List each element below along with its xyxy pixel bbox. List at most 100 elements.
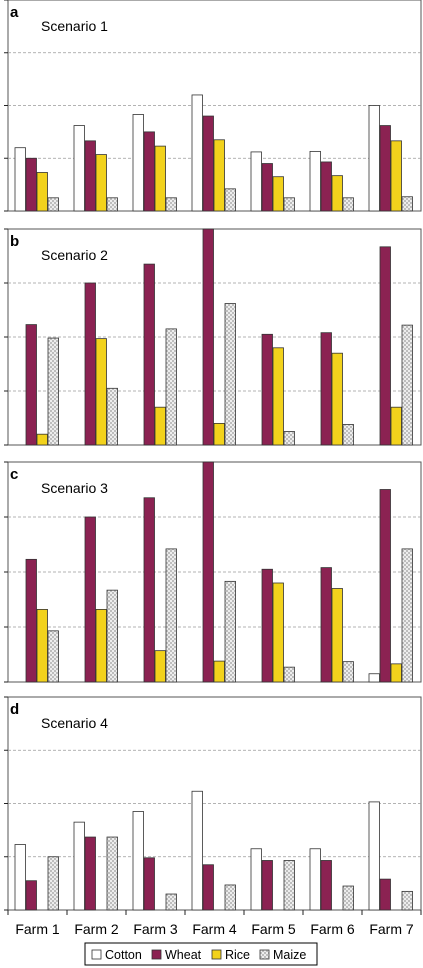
legend-swatch-wheat — [151, 949, 162, 960]
bar-cotton-4 — [191, 790, 203, 911]
bar-cotton-7 — [368, 673, 380, 683]
panel-letter: d — [10, 701, 19, 718]
bar-rice-4 — [213, 422, 225, 446]
bar-wheat-3 — [143, 131, 155, 212]
bar-maize-6 — [342, 424, 354, 446]
bar-wheat-4 — [202, 228, 214, 446]
x-tick-label: Farm 3 — [133, 921, 178, 937]
bar-rice-3 — [154, 145, 166, 212]
panel-letter: b — [10, 233, 19, 250]
bar-cotton-2 — [73, 821, 85, 911]
bar-maize-7 — [401, 324, 413, 446]
legend-swatch-maize — [259, 949, 270, 960]
bar-maize-3 — [165, 197, 177, 212]
bar-rice-7 — [390, 406, 402, 446]
bar-rice-4 — [213, 660, 225, 683]
bar-maize-5 — [283, 197, 295, 212]
bar-rice-6 — [331, 175, 343, 212]
bar-rice-5 — [272, 176, 284, 212]
bar-wheat-3 — [143, 263, 155, 446]
legend-label-wheat: Wheat — [165, 948, 202, 962]
bar-maize-5 — [283, 860, 295, 911]
bar-rice-1 — [36, 433, 48, 446]
bar-maize-5 — [283, 666, 295, 683]
bar-maize-7 — [401, 890, 413, 911]
bar-wheat-5 — [261, 333, 273, 446]
bar-cotton-5 — [250, 848, 262, 911]
panel-title: Scenario 4 — [41, 715, 108, 731]
legend: Cotton Wheat Rice Maize — [84, 942, 318, 966]
bar-wheat-5 — [261, 860, 273, 911]
x-axis: Farm 1 Farm 2 Farm 3 Farm 4 Farm 5 Farm 6 Farm… — [7, 910, 422, 937]
bar-maize-6 — [342, 197, 354, 212]
bar-rice-1 — [36, 609, 48, 683]
bar-rice-4 — [213, 139, 225, 212]
bar-wheat-2 — [84, 282, 96, 446]
panel-letter: c — [10, 466, 18, 483]
x-tick-label: Farm 4 — [192, 921, 237, 937]
bar-rice-5 — [272, 347, 284, 446]
bar-cotton-6 — [309, 150, 321, 212]
bar-cotton-3 — [132, 114, 144, 212]
x-tick-label: Farm 6 — [310, 921, 355, 937]
bar-rice-2 — [95, 154, 107, 212]
bar-maize-1 — [47, 630, 59, 683]
bar-wheat-6 — [320, 860, 332, 911]
bar-wheat-2 — [84, 836, 96, 911]
bar-wheat-1 — [25, 324, 37, 446]
bar-wheat-7 — [379, 878, 391, 911]
x-tick-label: Farm 1 — [15, 921, 60, 937]
bar-rice-5 — [272, 582, 284, 683]
panel-title: Scenario 1 — [41, 18, 108, 34]
bar-maize-5 — [283, 431, 295, 446]
bar-rice-6 — [331, 352, 343, 446]
bar-maize-4 — [224, 303, 236, 446]
bar-cotton-1 — [14, 844, 26, 911]
bar-wheat-6 — [320, 332, 332, 446]
bar-maize-1 — [47, 197, 59, 212]
x-tick-label: Farm 5 — [251, 921, 296, 937]
bar-maize-2 — [106, 589, 118, 683]
bar-maize-7 — [401, 196, 413, 212]
bar-maize-3 — [165, 548, 177, 683]
bar-wheat-4 — [202, 115, 214, 212]
bar-maize-1 — [47, 337, 59, 446]
bar-wheat-3 — [143, 497, 155, 683]
bar-wheat-2 — [84, 140, 96, 212]
legend-label-rice: Rice — [225, 948, 250, 962]
bar-wheat-5 — [261, 163, 273, 212]
bar-rice-2 — [95, 609, 107, 683]
bar-cotton-7 — [368, 105, 380, 212]
bar-maize-3 — [165, 893, 177, 911]
bar-rice-3 — [154, 406, 166, 446]
bar-rice-2 — [95, 338, 107, 446]
bar-wheat-1 — [25, 558, 37, 683]
bar-rice-3 — [154, 650, 166, 683]
bar-cotton-7 — [368, 801, 380, 911]
bar-wheat-7 — [379, 125, 391, 212]
legend-label-cotton: Cotton — [105, 948, 142, 962]
bar-wheat-1 — [25, 880, 37, 911]
bar-wheat-7 — [379, 489, 391, 683]
bar-wheat-1 — [25, 157, 37, 212]
bar-cotton-2 — [73, 125, 85, 212]
bar-maize-6 — [342, 885, 354, 911]
bar-cotton-5 — [250, 151, 262, 212]
bar-rice-1 — [36, 172, 48, 212]
panel-title: Scenario 3 — [41, 480, 108, 496]
bar-wheat-7 — [379, 246, 391, 446]
bar-maize-2 — [106, 836, 118, 911]
legend-label-maize: Maize — [273, 948, 306, 962]
bar-maize-3 — [165, 328, 177, 446]
bar-maize-7 — [401, 548, 413, 683]
bar-maize-2 — [106, 387, 118, 446]
bar-wheat-6 — [320, 161, 332, 212]
panel-title: Scenario 2 — [41, 247, 108, 263]
bar-rice-6 — [331, 588, 343, 683]
bar-cotton-3 — [132, 811, 144, 911]
panel-d: d Scenario 4 — [4, 696, 422, 911]
x-tick-label: Farm 7 — [369, 921, 414, 937]
panels: a Scenario 1 b Scenario 2 c Scenario 3 d Scenar… — [4, 0, 422, 911]
panel-a: a Scenario 1 — [4, 0, 422, 212]
